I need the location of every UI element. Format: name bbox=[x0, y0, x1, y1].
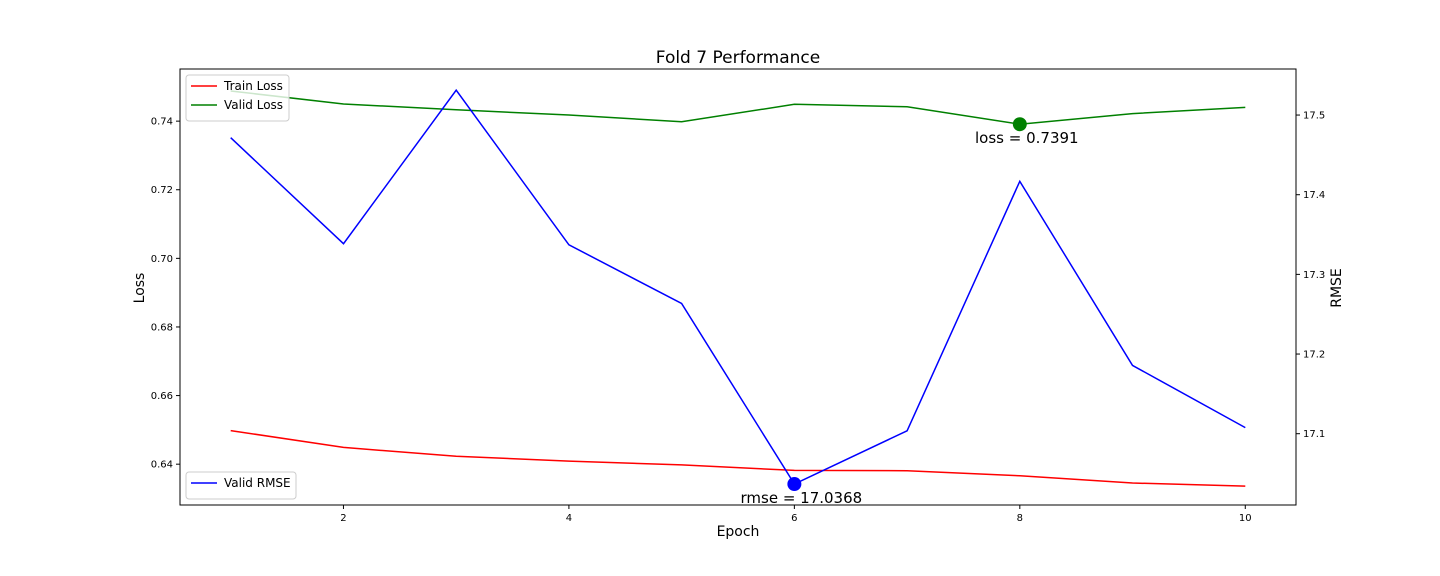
plot-area: loss = 0.7391 rmse = 17.0368 bbox=[230, 88, 1246, 507]
valid-rmse-best-marker bbox=[787, 477, 802, 492]
y-tick-label: 0.66 bbox=[151, 391, 173, 402]
y2-tick-label: 17.1 bbox=[1303, 429, 1325, 440]
x-tick-label: 2 bbox=[340, 513, 346, 524]
valid-loss-best-marker bbox=[1012, 117, 1027, 132]
y2-tick-label: 17.3 bbox=[1303, 270, 1325, 281]
axes-frame bbox=[179, 68, 1297, 506]
axis-ticks: 2 4 6 8 10 0.64 0.66 0.68 0.70 0.72 0.74 17.1 17.2 17… bbox=[151, 111, 1326, 524]
valid-rmse-best-annotation: rmse = 17.0368 bbox=[741, 489, 863, 507]
legend-upper-left: Train Loss Valid Loss bbox=[185, 74, 290, 122]
legend-label: Train Loss bbox=[223, 79, 283, 93]
x-axis-label: Epoch bbox=[717, 524, 760, 540]
y2-tick-label: 17.5 bbox=[1303, 111, 1325, 122]
legends: Train Loss Valid Loss Valid RMSE bbox=[185, 74, 297, 500]
valid-loss-line bbox=[230, 90, 1246, 125]
train-loss-line bbox=[230, 429, 1246, 487]
x-tick-label: 6 bbox=[791, 513, 797, 524]
valid-rmse-line bbox=[230, 88, 1246, 485]
legend-lower-left: Valid RMSE bbox=[185, 471, 297, 500]
y2-tick-label: 17.4 bbox=[1303, 190, 1325, 201]
y-tick-label: 0.68 bbox=[151, 322, 173, 333]
y2-axis-label: RMSE bbox=[1329, 268, 1345, 308]
valid-loss-best-annotation: loss = 0.7391 bbox=[975, 129, 1079, 147]
legend-box bbox=[185, 471, 297, 500]
y2-tick-label: 17.2 bbox=[1303, 350, 1325, 361]
y-tick-label: 0.72 bbox=[151, 185, 173, 196]
x-tick-label: 8 bbox=[1017, 513, 1023, 524]
legend-label: Valid Loss bbox=[224, 98, 283, 112]
chart-title: Fold 7 Performance bbox=[656, 48, 820, 68]
y-tick-label: 0.64 bbox=[151, 460, 173, 471]
y-tick-label: 0.70 bbox=[151, 254, 173, 265]
legend-label: Valid RMSE bbox=[224, 476, 291, 490]
x-tick-label: 10 bbox=[1239, 513, 1252, 524]
x-tick-label: 4 bbox=[566, 513, 572, 524]
y-tick-label: 0.74 bbox=[151, 117, 173, 128]
y-axis-label: Loss bbox=[132, 273, 148, 304]
